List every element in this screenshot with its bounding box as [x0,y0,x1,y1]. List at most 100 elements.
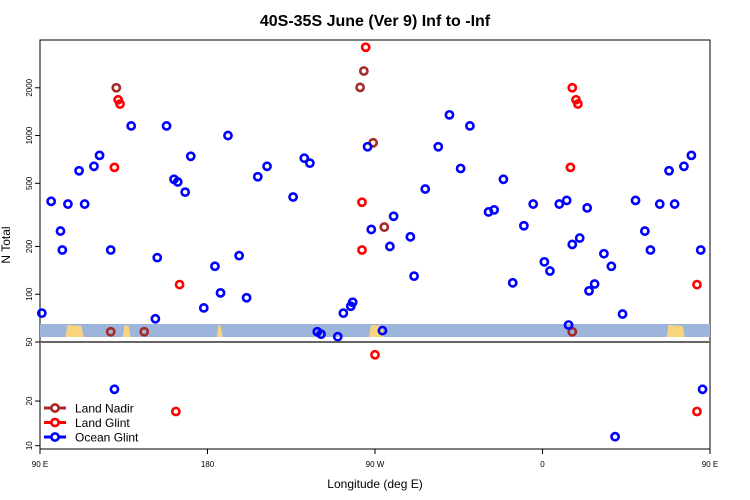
data-point [572,99,583,109]
data-point [507,277,518,288]
data-point [252,171,263,182]
data-point [405,231,416,242]
data-point [420,184,431,194]
legend-marker [50,432,60,442]
y-tick-label: 2000 [25,78,34,96]
legend-label: Land Nadir [75,402,134,416]
chart-title: 40S-35S June (Ver 9) Inf to -Inf [260,13,491,30]
legend-label: Land Glint [75,416,130,430]
data-point [299,153,310,164]
data-point [366,224,377,235]
data-point [57,245,68,255]
data-point [355,82,366,93]
y-tick-label: 200 [25,239,34,253]
data-point [645,245,656,255]
data-point [582,202,593,213]
data-point [234,250,245,261]
data-point [692,279,702,290]
legend-marker [50,403,60,413]
data-point [115,99,125,109]
data-point [664,165,674,176]
data-point [94,150,105,161]
data-point [161,121,172,131]
data-point [567,82,578,93]
data-point [379,222,390,232]
data-point [433,141,444,152]
y-tick-label: 500 [25,176,34,190]
legend-marker [50,417,60,428]
x-tick-label: 0 [540,460,545,469]
data-point [654,199,665,209]
x-axis: 90 E 180 90 W 0 90 E [32,449,718,469]
data-point [316,329,326,340]
data-point [63,199,73,209]
x-tick-label: 90 W [366,460,385,469]
data-point [384,241,395,252]
data-point [358,66,369,76]
data-point [185,151,196,162]
land-shape [122,325,131,337]
data-point [455,163,466,174]
data-point [574,233,585,243]
data-point [695,245,706,255]
data-point [46,196,57,207]
data-point [444,109,455,120]
y-axis-label: N Total [0,226,13,263]
data-point [304,158,315,169]
data-point [539,256,550,267]
data-point [105,245,116,255]
data-point [610,431,620,442]
data-point [357,245,367,255]
data-point [606,261,617,272]
legend-label: Ocean Glint [75,431,139,445]
data-points [36,42,708,442]
data-point [170,406,181,417]
data-point [563,320,574,330]
data-point [36,308,47,319]
data-point [150,313,161,324]
data-point [362,141,373,152]
data-point [174,279,185,290]
data-point [180,187,191,198]
data-point [338,308,349,319]
data-point [55,226,66,236]
data-point [589,279,600,289]
data-point [215,287,226,298]
data-point [111,82,122,93]
data-point [357,197,367,208]
data-point [288,192,299,202]
y-tick-label: 50 [25,337,34,346]
data-point [599,248,609,259]
data-point [465,121,475,131]
data-point [518,220,529,231]
y-tick-label: 1000 [25,126,34,144]
data-point [528,199,539,209]
land-shape [65,325,84,337]
data-point [489,204,500,215]
data-point [223,130,233,141]
data-point [697,384,708,395]
x-axis-label: Longitude (deg E) [327,477,422,491]
data-point [210,261,220,272]
data-point [498,174,509,185]
data-point [584,285,594,296]
y-tick-label: 10 [25,441,34,450]
upper-panel-frame [39,39,711,343]
land-shape [666,325,685,337]
x-tick-label: 90 E [32,460,48,469]
x-tick-label: 180 [201,460,215,469]
data-point [565,162,576,173]
data-point [139,326,150,337]
data-point [152,252,163,263]
upper-panel: 50 100 200 500 1000 2000 [25,39,711,346]
data-point [74,165,84,176]
data-point [377,325,388,336]
data-point [347,297,358,308]
data-point [241,292,252,303]
y-tick-label: 20 [25,396,34,405]
land-shape [216,325,223,337]
x-tick-label: 90 E [702,460,718,469]
data-point [388,211,399,222]
